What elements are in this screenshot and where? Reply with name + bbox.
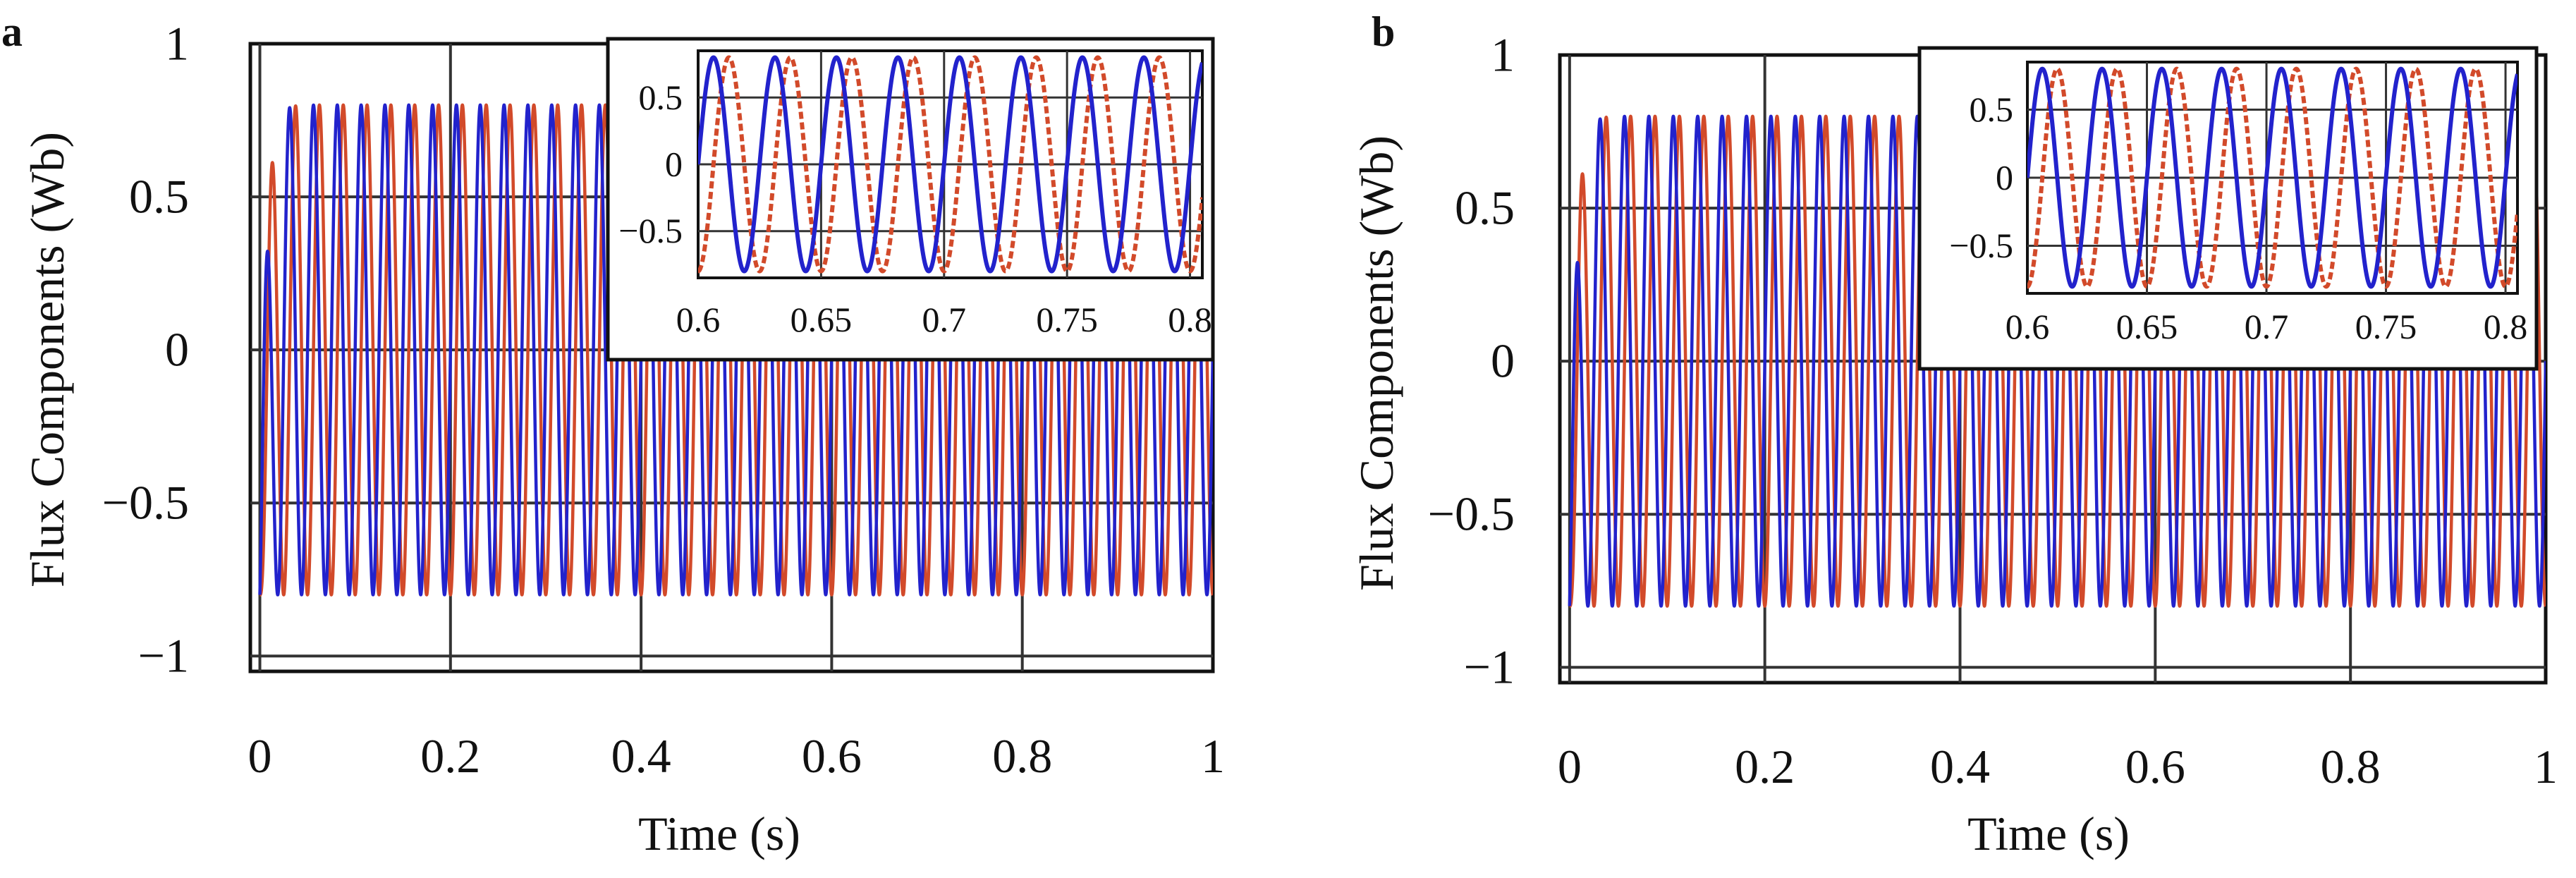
y-tick-label: −0.5 bbox=[1949, 226, 2013, 265]
inset-y-tick-labels: 0.5 0 −0.5 bbox=[618, 78, 683, 250]
inset-x-tick-labels: 0.6 0.65 0.7 0.75 0.8 bbox=[2006, 307, 2528, 346]
y-tick-label: 1 bbox=[165, 16, 189, 70]
y-tick-label: −0.5 bbox=[618, 211, 683, 250]
y-tick-label: 0.5 bbox=[639, 78, 683, 117]
x-tick-label: 0.8 bbox=[2484, 307, 2528, 346]
x-tick-label: 0.75 bbox=[2355, 307, 2417, 346]
series-line bbox=[2027, 66, 2517, 289]
y-tick-label: 1 bbox=[1491, 28, 1515, 81]
x-axis-label: Time (s) bbox=[1967, 807, 2130, 860]
panel-b: b 1 0.5 0 −0.5 −1 0 0.2 0.4 0.6 0.8 1 Time (s) Fl… bbox=[1350, 8, 2558, 860]
inset: 0.5 0 −0.5 0.6 0.65 0.7 0.75 0.8 bbox=[1917, 46, 2539, 371]
x-tick-label: 0 bbox=[248, 729, 272, 783]
y-tick-labels: 1 0.5 0 −0.5 −1 bbox=[1428, 28, 1515, 693]
y-tick-label: 0 bbox=[665, 145, 683, 184]
x-tick-label: 0.7 bbox=[922, 300, 967, 339]
x-tick-label: 1 bbox=[2534, 740, 2558, 793]
y-tick-labels: 1 0.5 0 −0.5 −1 bbox=[102, 16, 189, 682]
x-tick-label: 0.6 bbox=[2006, 307, 2050, 346]
x-tick-labels: 0 0.2 0.4 0.6 0.8 1 bbox=[248, 729, 1225, 783]
x-tick-label: 0.2 bbox=[1735, 740, 1795, 793]
x-axis-label: Time (s) bbox=[638, 807, 800, 860]
inset-y-tick-labels: 0.5 0 −0.5 bbox=[1949, 90, 2013, 265]
x-tick-label: 0 bbox=[1558, 740, 1582, 793]
y-tick-label: 0 bbox=[1491, 334, 1515, 388]
series-line bbox=[698, 55, 1202, 274]
inset: 0.5 0 −0.5 0.6 0.65 0.7 0.75 0.8 bbox=[606, 37, 1215, 362]
x-tick-label: 0.7 bbox=[2245, 307, 2289, 346]
panel-label: b bbox=[1372, 8, 1395, 55]
y-tick-label: −1 bbox=[1464, 640, 1515, 694]
y-tick-label: 0.5 bbox=[1455, 181, 1515, 235]
y-axis-label: Flux Components (Wb) bbox=[1350, 135, 1403, 591]
inset-x-tick-labels: 0.6 0.65 0.7 0.75 0.8 bbox=[676, 300, 1212, 339]
x-tick-label: 0.8 bbox=[992, 729, 1052, 783]
x-tick-label: 0.65 bbox=[790, 300, 853, 339]
x-tick-label: 0.6 bbox=[802, 729, 862, 783]
panel-label: a bbox=[1, 8, 23, 55]
y-tick-label: 0.5 bbox=[129, 170, 189, 224]
inset-series-layer bbox=[2027, 66, 2517, 289]
x-tick-labels: 0 0.2 0.4 0.6 0.8 1 bbox=[1558, 740, 2558, 793]
panel-a: a 1 0.5 0 −0.5 −1 0 0.2 0.4 0.6 0.8 1 Time (s) Fl… bbox=[1, 8, 1225, 860]
x-tick-label: 0.65 bbox=[2116, 307, 2178, 346]
y-tick-label: 0 bbox=[1996, 158, 2013, 197]
x-tick-label: 0.6 bbox=[2125, 740, 2185, 793]
y-tick-label: −0.5 bbox=[102, 476, 189, 530]
y-tick-label: 0 bbox=[165, 323, 189, 377]
y-axis-label: Flux Components (Wb) bbox=[20, 132, 74, 587]
y-tick-label: −0.5 bbox=[1428, 487, 1515, 541]
x-tick-label: 1 bbox=[1201, 729, 1225, 783]
x-tick-label: 0.6 bbox=[676, 300, 721, 339]
x-tick-label: 0.8 bbox=[2321, 740, 2381, 793]
x-tick-label: 0.4 bbox=[611, 729, 671, 783]
x-tick-label: 0.4 bbox=[1930, 740, 1990, 793]
x-tick-label: 0.8 bbox=[1168, 300, 1212, 339]
x-tick-label: 0.2 bbox=[420, 729, 480, 783]
y-tick-label: 0.5 bbox=[1970, 90, 2014, 129]
y-tick-label: −1 bbox=[138, 629, 189, 683]
x-tick-label: 0.75 bbox=[1036, 300, 1098, 339]
inset-series-layer bbox=[698, 55, 1202, 274]
